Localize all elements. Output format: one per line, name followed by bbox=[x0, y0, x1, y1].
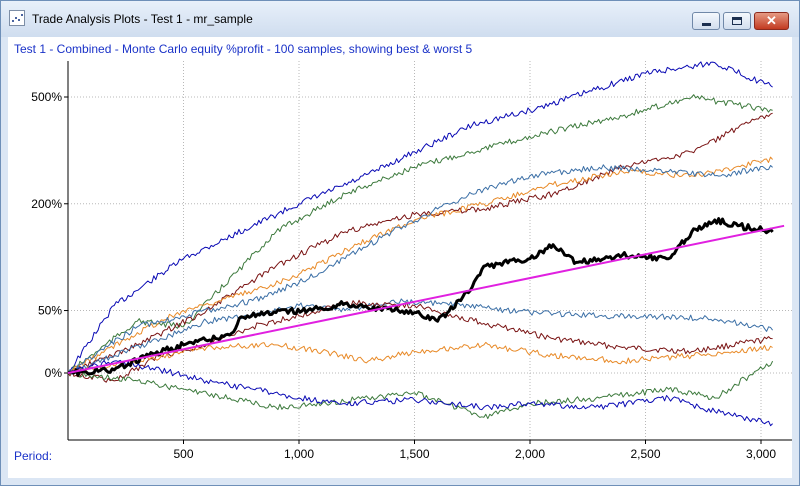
chart-canvas: 500 1,000 1,500 2,000 2,500 3,000 0% 50% 200% 500… bbox=[31, 61, 792, 461]
series-line bbox=[67, 61, 773, 374]
minimize-button[interactable] bbox=[692, 12, 720, 30]
y-tick-label: 200% bbox=[31, 197, 62, 211]
close-button[interactable]: ✕ bbox=[754, 12, 789, 30]
x-tick-label: 2,000 bbox=[515, 447, 545, 461]
maximize-button[interactable] bbox=[723, 12, 751, 30]
series-line bbox=[67, 299, 773, 383]
x-axis-label: Period: bbox=[14, 449, 53, 463]
y-tick-label: 0% bbox=[45, 366, 63, 380]
x-tick-label: 3,000 bbox=[746, 447, 776, 461]
x-tick-label: 2,500 bbox=[630, 447, 660, 461]
series-line bbox=[67, 359, 773, 427]
title-bar[interactable]: Trade Analysis Plots - Test 1 - mr_sampl… bbox=[1, 1, 799, 37]
series-line bbox=[67, 156, 773, 374]
minimize-icon bbox=[702, 23, 711, 26]
series-line bbox=[67, 298, 774, 375]
app-icon bbox=[9, 10, 25, 26]
series-line bbox=[67, 112, 773, 374]
x-tick-label: 1,000 bbox=[284, 447, 314, 461]
close-icon: ✕ bbox=[766, 13, 777, 28]
x-tick-label: 1,500 bbox=[399, 447, 429, 461]
y-tick-label: 500% bbox=[31, 90, 62, 104]
window-title: Trade Analysis Plots - Test 1 - mr_sampl… bbox=[32, 12, 253, 26]
series-line bbox=[67, 224, 785, 374]
series-line bbox=[67, 341, 773, 375]
series-line bbox=[67, 360, 774, 420]
x-tick-label: 500 bbox=[173, 447, 193, 461]
chart-title: Test 1 - Combined - Monte Carlo equity %… bbox=[14, 42, 473, 56]
maximize-icon bbox=[732, 17, 742, 25]
plot-area: Test 1 - Combined - Monte Carlo equity %… bbox=[8, 37, 792, 478]
series-line bbox=[67, 94, 773, 374]
series-line bbox=[67, 217, 774, 377]
y-tick-label: 50% bbox=[38, 304, 62, 318]
series-line bbox=[67, 164, 773, 374]
